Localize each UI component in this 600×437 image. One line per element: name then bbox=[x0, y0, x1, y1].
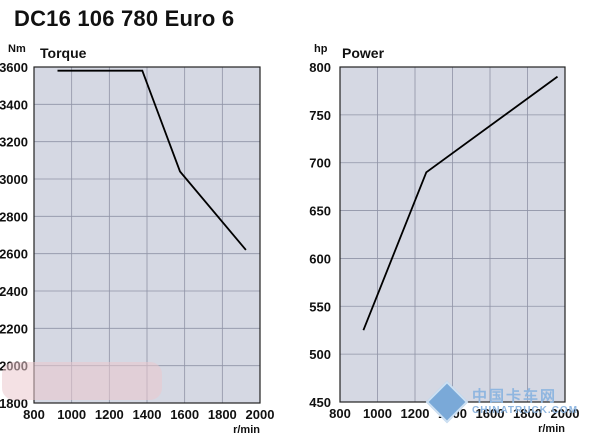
series-line-0 bbox=[57, 69, 247, 251]
y-tick-label: 2200 bbox=[0, 321, 28, 336]
y-tick-label: 2800 bbox=[0, 209, 28, 224]
x-tick-label: 1000 bbox=[363, 406, 392, 421]
x-tick-label: 1600 bbox=[170, 407, 199, 422]
y-tick-label: 650 bbox=[309, 204, 331, 219]
y-tick-label: 500 bbox=[309, 347, 331, 362]
x-axis-unit: r/min bbox=[538, 423, 565, 435]
series-line-1 bbox=[362, 75, 559, 331]
x-tick-label: 1000 bbox=[57, 407, 86, 422]
x-tick-label: 800 bbox=[329, 406, 351, 421]
x-tick-label: 1400 bbox=[133, 407, 162, 422]
x-tick-label: 2000 bbox=[246, 407, 275, 422]
watermark: 中国卡车网 CHINATRUCK.COM bbox=[425, 380, 592, 433]
y-tick-label: 800 bbox=[309, 60, 331, 75]
watermark-en-text: CHINATRUCK.COM bbox=[472, 405, 579, 416]
x-tick-label: 1200 bbox=[95, 407, 124, 422]
x-tick-label: 1600 bbox=[476, 406, 505, 421]
x-tick-label: 2000 bbox=[551, 406, 580, 421]
y-axis-unit: hp bbox=[314, 43, 328, 55]
y-tick-label: 550 bbox=[309, 299, 331, 314]
smudge-mark bbox=[2, 362, 162, 400]
x-axis-unit: r/min bbox=[233, 424, 260, 436]
y-tick-label: 750 bbox=[309, 108, 331, 123]
y-axis-unit: Nm bbox=[8, 43, 26, 55]
y-tick-label: 3600 bbox=[0, 60, 28, 75]
y-tick-label: 450 bbox=[309, 395, 331, 410]
y-tick-label: 3200 bbox=[0, 135, 28, 150]
y-tick-label: 3000 bbox=[0, 172, 28, 187]
x-tick-label: 1800 bbox=[513, 406, 542, 421]
y-tick-label: 2400 bbox=[0, 284, 28, 299]
y-tick-label: 600 bbox=[309, 251, 331, 266]
y-tick-label: 700 bbox=[309, 156, 331, 171]
page-title: DC16 106 780 Euro 6 bbox=[14, 6, 235, 31]
x-tick-label: 1800 bbox=[208, 407, 237, 422]
y-tick-label: 2600 bbox=[0, 247, 28, 262]
x-tick-label: 800 bbox=[23, 407, 45, 422]
panel-title: Torque bbox=[40, 45, 87, 61]
watermark-cn-text: 中国卡车网 bbox=[472, 387, 558, 405]
watermark-logo-icon bbox=[425, 380, 469, 424]
panel-title: Power bbox=[342, 45, 385, 61]
plot-frame-0 bbox=[33, 66, 261, 404]
x-tick-label: 1200 bbox=[401, 406, 430, 421]
y-tick-label: 3400 bbox=[0, 97, 28, 112]
